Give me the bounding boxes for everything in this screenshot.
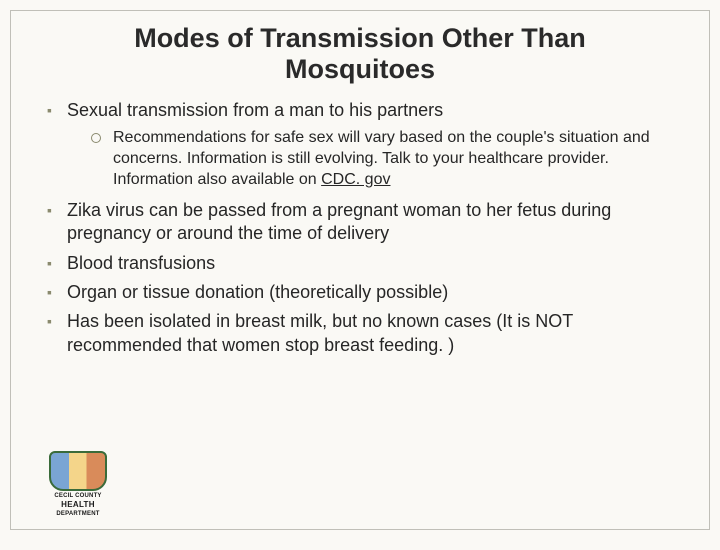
bullet-text: Blood transfusions (67, 253, 215, 273)
logo-line2: HEALTH (39, 500, 117, 509)
cdc-link[interactable]: CDC. gov (321, 171, 390, 188)
bullet-text: Zika virus can be passed from a pregnant… (67, 200, 611, 243)
slide-title: Modes of Transmission Other Than Mosquit… (39, 23, 681, 85)
main-bullet-list: Sexual transmission from a man to his pa… (39, 99, 681, 357)
bullet-text: Has been isolated in breast milk, but no… (67, 311, 573, 354)
sub-bullet-list: Recommendations for safe sex will vary b… (67, 128, 681, 190)
bullet-item: Has been isolated in breast milk, but no… (45, 310, 681, 357)
bullet-item: Sexual transmission from a man to his pa… (45, 99, 681, 191)
bullet-item: Zika virus can be passed from a pregnant… (45, 199, 681, 246)
logo-line1: CECIL COUNTY (39, 493, 117, 500)
health-dept-logo: CECIL COUNTY HEALTH DEPARTMENT (39, 451, 117, 513)
sub-bullet-item: Recommendations for safe sex will vary b… (91, 128, 681, 190)
logo-shield-icon (49, 451, 107, 491)
slide-container: Modes of Transmission Other Than Mosquit… (10, 10, 710, 530)
bullet-item: Blood transfusions (45, 252, 681, 275)
bullet-text: Sexual transmission from a man to his pa… (67, 100, 443, 120)
logo-line3: DEPARTMENT (39, 511, 117, 518)
bullet-text: Organ or tissue donation (theoretically … (67, 282, 448, 302)
slide-content: Sexual transmission from a man to his pa… (39, 99, 681, 357)
bullet-item: Organ or tissue donation (theoretically … (45, 281, 681, 304)
